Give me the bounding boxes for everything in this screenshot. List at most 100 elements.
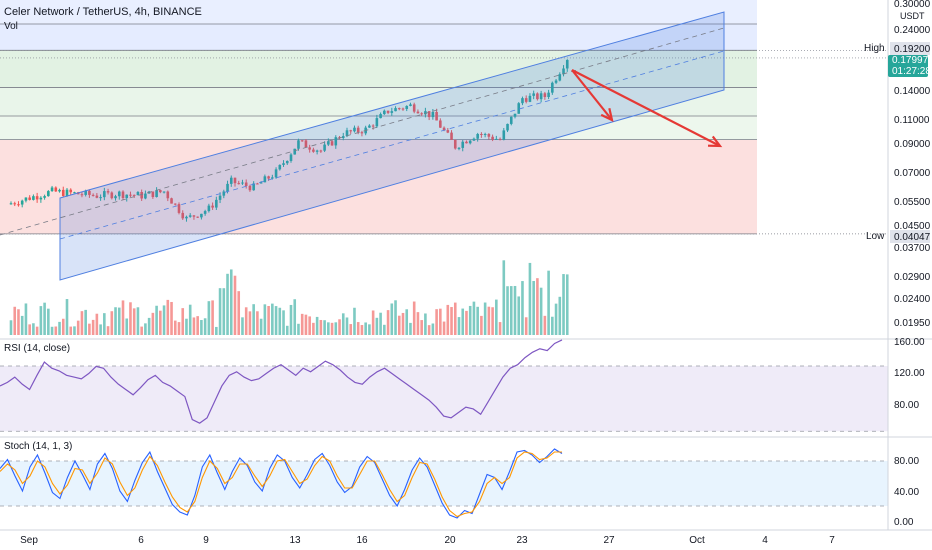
candle-body bbox=[237, 183, 241, 185]
stoch-pane bbox=[0, 448, 888, 519]
volume-bar bbox=[200, 320, 203, 335]
volume-bar bbox=[211, 300, 214, 335]
volume-bar bbox=[532, 280, 535, 335]
candle-body bbox=[271, 177, 274, 179]
candle-body bbox=[166, 191, 170, 199]
high-label: High bbox=[864, 43, 885, 54]
candle-body bbox=[349, 130, 353, 132]
candle-body bbox=[144, 193, 147, 199]
candle-body bbox=[84, 190, 87, 195]
candle-body bbox=[151, 191, 155, 198]
volume-bar bbox=[506, 286, 509, 335]
rsi-tick-label: 160.00 bbox=[894, 337, 925, 348]
candle-body bbox=[50, 187, 54, 192]
volume-bar bbox=[528, 262, 532, 335]
stoch-k-line bbox=[0, 448, 563, 519]
time-tick-label: 27 bbox=[603, 535, 615, 546]
volume-bar bbox=[319, 319, 323, 335]
volume-bar bbox=[173, 320, 177, 335]
candle-body bbox=[226, 183, 229, 192]
candle-body bbox=[54, 187, 58, 192]
volume-bar bbox=[409, 322, 412, 335]
candle-body bbox=[114, 196, 117, 199]
candle-body bbox=[465, 141, 468, 144]
candle-body bbox=[192, 215, 196, 217]
volume-bar bbox=[248, 311, 252, 335]
stoch-tick-label: 0.00 bbox=[894, 517, 914, 528]
time-tick-label: 7 bbox=[829, 535, 835, 546]
volume-bar bbox=[300, 313, 304, 335]
candle-body bbox=[297, 140, 300, 149]
candle-body bbox=[368, 125, 371, 128]
price-tick-label: 0.07000 bbox=[894, 168, 931, 179]
candle-body bbox=[431, 111, 435, 118]
volume-bar bbox=[334, 322, 338, 335]
volume-bar bbox=[338, 319, 341, 335]
volume-bars bbox=[9, 260, 569, 335]
candle-body bbox=[334, 137, 338, 146]
volume-bar bbox=[241, 317, 244, 335]
volume-bar bbox=[50, 326, 54, 335]
candle-body bbox=[229, 177, 233, 184]
candle-body bbox=[506, 123, 509, 131]
volume-bar bbox=[394, 300, 397, 335]
fib-zone bbox=[0, 50, 757, 88]
price-tick-highlight bbox=[890, 42, 930, 55]
volume-bar bbox=[539, 287, 543, 335]
volume-bar bbox=[502, 260, 506, 335]
volume-bar bbox=[509, 286, 513, 335]
volume-bar bbox=[117, 307, 121, 335]
volume-bar bbox=[397, 315, 401, 335]
candle-body bbox=[65, 189, 69, 196]
candle-body bbox=[394, 108, 397, 112]
volume-bar bbox=[297, 323, 300, 335]
candle-body bbox=[58, 189, 61, 192]
candle-body bbox=[524, 98, 528, 102]
candle-body bbox=[196, 216, 199, 218]
candle-body bbox=[241, 182, 244, 184]
price-tick-label: 0.09000 bbox=[894, 139, 931, 150]
volume-bar bbox=[203, 318, 207, 335]
candle-body bbox=[267, 176, 270, 179]
volume-bar bbox=[349, 324, 353, 335]
volume-bar bbox=[267, 305, 270, 335]
candle-body bbox=[244, 182, 248, 186]
volume-bar bbox=[65, 299, 69, 335]
candle-body bbox=[420, 113, 423, 115]
volume-bar bbox=[465, 310, 468, 335]
candle-body bbox=[439, 120, 442, 128]
volume-bar bbox=[517, 296, 521, 335]
fib-zone bbox=[0, 24, 757, 51]
candle-body bbox=[480, 133, 483, 135]
candle-body bbox=[61, 189, 65, 196]
candle-body bbox=[28, 197, 31, 200]
channel-overlay bbox=[0, 11, 725, 281]
volume-bar bbox=[192, 317, 196, 335]
candle-body bbox=[136, 192, 140, 196]
candle-body bbox=[558, 74, 562, 81]
candle-body bbox=[88, 190, 91, 195]
volume-bar bbox=[524, 317, 528, 335]
candle-body bbox=[159, 190, 162, 193]
price-tick-label: 0.14000 bbox=[894, 86, 931, 97]
candle-body bbox=[345, 130, 349, 137]
candle-body bbox=[35, 196, 39, 200]
volume-bar bbox=[114, 307, 117, 335]
volume-bar bbox=[185, 318, 188, 335]
rsi-band bbox=[0, 366, 888, 432]
volume-bar bbox=[562, 274, 565, 335]
candle-body bbox=[360, 132, 364, 134]
volume-bar bbox=[375, 317, 379, 335]
stoch-tick-label: 80.00 bbox=[894, 456, 919, 467]
candle-body bbox=[323, 144, 326, 151]
rsi-label: RSI (14, close) bbox=[4, 343, 71, 354]
volume-bar bbox=[188, 304, 192, 335]
volume-bar bbox=[278, 307, 282, 335]
time-tick-label: 20 bbox=[444, 535, 456, 546]
volume-bar bbox=[424, 313, 427, 335]
volume-bar bbox=[554, 303, 558, 335]
candle-body bbox=[397, 108, 401, 110]
volume-bar bbox=[256, 311, 259, 335]
candle-body bbox=[304, 140, 308, 148]
